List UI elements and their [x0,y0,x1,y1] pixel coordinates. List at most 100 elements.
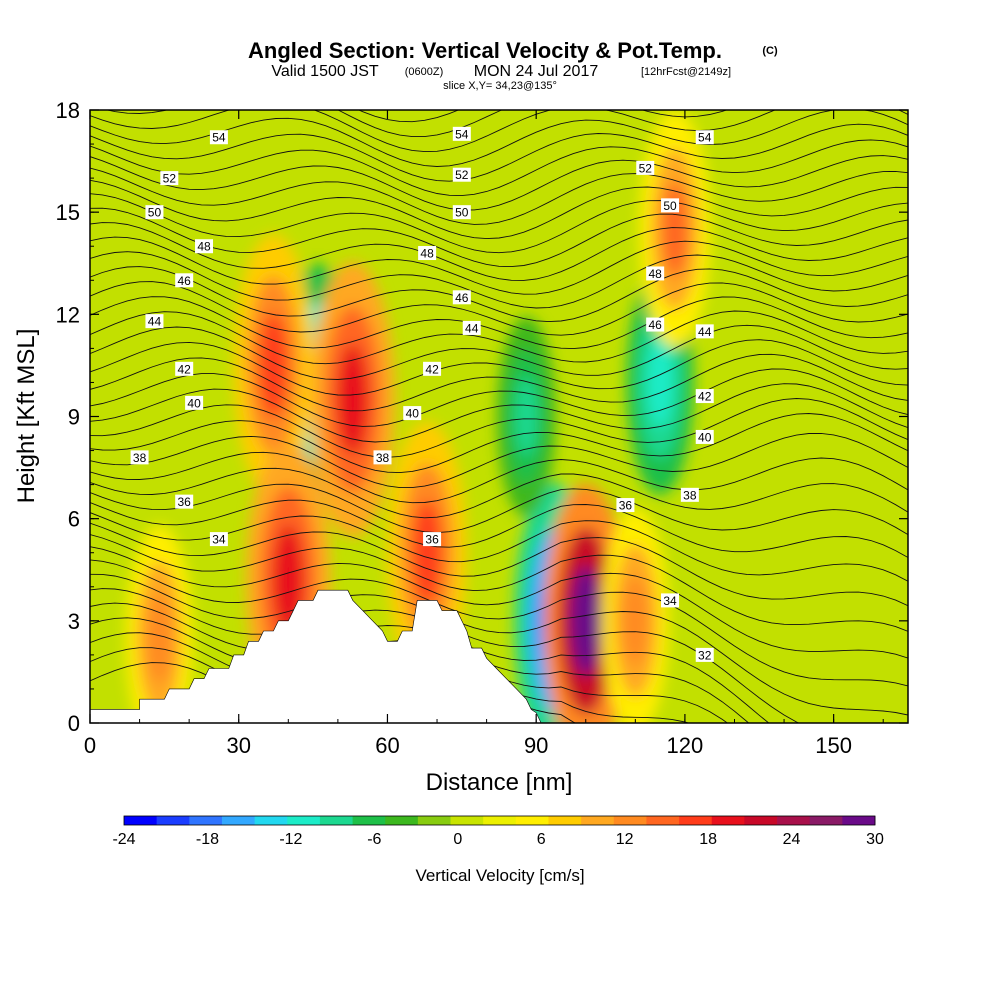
velocity-core [412,500,442,606]
isentrope-label-text: 36 [425,533,439,547]
velocity-core [258,312,289,418]
colorbar-tick-label: -6 [367,831,381,848]
isentrope-label: 34 [661,593,680,608]
colorbar-swatch [319,816,353,825]
isentrope-label: 38 [130,450,149,465]
velocity-core [647,337,673,428]
valid-date: MON 24 Jul 2017 [474,63,599,80]
isentrope-label-bg [695,429,714,444]
isentrope-label-bg [423,361,442,376]
isentrope-label-bg [145,205,164,220]
isentrope-label: 42 [695,389,714,404]
colorbar-swatch [189,816,223,825]
copyright-mark: (C) [762,45,778,57]
colorbar-swatch [450,816,484,825]
isentrope-line [90,324,908,380]
valid-utc: (0600Z) [405,66,444,78]
isentrope-label: 50 [145,205,164,220]
colorbar-tick-label: -24 [112,831,135,848]
isentrope-label-text: 42 [698,390,712,404]
isentrope-line [90,296,908,350]
isentrope-line [90,432,908,489]
colorbar-swatch [548,816,582,825]
colorbar-tick-label: -18 [196,831,219,848]
isentrope-label: 46 [646,317,665,332]
isentrope-label-text: 38 [683,488,697,502]
isentrope-line [90,310,908,365]
isentrope-label-text: 54 [455,127,469,141]
isentrope-label-text: 44 [698,325,712,339]
colorbar-swatch [679,816,713,825]
colorbar-swatch [352,816,386,825]
isentrope-line [90,110,908,153]
isentrope-label: 48 [195,239,214,254]
y-tick-label: 0 [68,711,80,736]
y-tick-label: 9 [68,405,80,430]
isentrope-label-bg [452,205,471,220]
isentrope-label-text: 52 [163,172,177,186]
isentrope-label-text: 36 [619,499,633,513]
isentrope-label: 52 [160,171,179,186]
isentrope-label: 48 [646,266,665,281]
y-tick-label: 15 [56,200,80,225]
colorbar-swatch [842,816,876,825]
valid-time: Valid 1500 JST [271,63,379,80]
isentrope-label: 38 [680,487,699,502]
x-tick-label: 0 [84,733,96,758]
isentrope-label: 52 [452,167,471,182]
colorbar-swatch [809,816,843,825]
isentrope-label: 52 [636,160,655,175]
colorbar-swatch [417,816,451,825]
isentrope-label: 44 [462,320,481,335]
isentrope-label-text: 50 [663,199,677,213]
isentrope-label-text: 46 [648,318,662,332]
isentrope-label-bg [423,532,442,547]
isentrope-label-bg [680,487,699,502]
isentrope-label-text: 52 [455,168,469,182]
isentrope-line [90,602,770,723]
colorbar-swatch [483,816,517,825]
isentrope-line [90,559,908,687]
isentrope-line [90,167,908,225]
isentrope-label: 38 [373,450,392,465]
isentrope-label-text: 38 [133,451,147,465]
isentrope-label: 54 [209,130,228,145]
isentrope-label-bg [130,450,149,465]
x-tick-label: 30 [226,733,250,758]
isentrope-label-text: 50 [455,206,469,220]
isentrope-label-bg [373,450,392,465]
colorbar-swatch [385,816,419,825]
isentrope-label-bg [462,320,481,335]
isentrope-label-bg [175,273,194,288]
y-tick-label: 6 [68,507,80,532]
isentrope-label: 42 [423,361,442,376]
colorbar-swatch [646,816,680,825]
isentrope-label: 36 [616,498,635,513]
isentrope-label-bg [195,239,214,254]
colorbar-tick-label: 0 [453,831,462,848]
isentrope-line [90,534,908,632]
colorbar: -24 -18 -12 -6 0 6 12 18 24 30 [112,815,884,848]
isentrope-line [90,368,908,427]
isentrope-label-text: 46 [178,274,192,288]
isentrope-label-text: 34 [212,533,226,547]
isentrope-label: 46 [452,290,471,305]
isentrope-line [90,193,908,254]
forecast-info: [12hrFcst@2149z] [641,66,731,78]
isentrope-label: 54 [452,126,471,141]
isentrope-label-bg [209,532,228,547]
isentrope-label-text: 54 [698,131,712,145]
isentrope-line [90,155,908,211]
isentrope-line [90,413,908,474]
isentrope-line [90,123,908,182]
isentrope-label: 42 [175,361,194,376]
isentrope-label-bg [185,395,204,410]
isentrope-label-bg [452,126,471,141]
colorbar-swatch [581,816,615,825]
colorbar-tick-label: 18 [699,831,717,848]
isentrope-label-bg [452,167,471,182]
isentrope-label-bg [145,314,164,329]
isentropes [90,110,908,723]
